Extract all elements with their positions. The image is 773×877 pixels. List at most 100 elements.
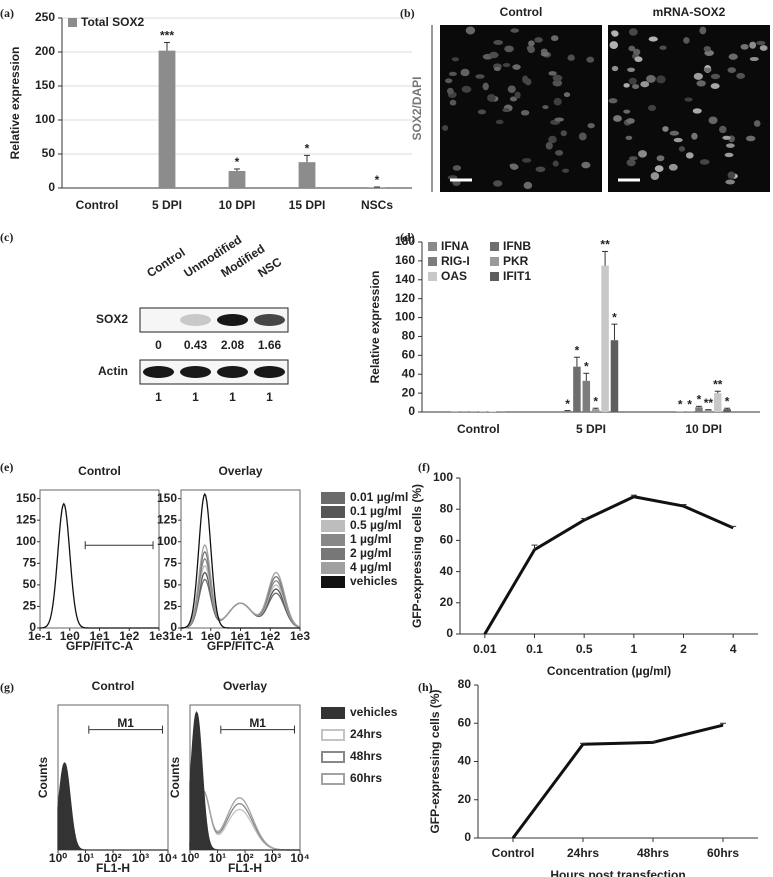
band — [179, 314, 212, 326]
nucleus — [444, 78, 453, 84]
nucleus — [753, 120, 761, 127]
nucleus — [586, 56, 595, 63]
gate-label: M1 — [117, 716, 134, 730]
nucleus — [633, 48, 641, 56]
nucleus — [626, 118, 635, 124]
nucleus — [493, 180, 503, 187]
x-tick-label: 10² — [104, 851, 121, 865]
x-tick-label: 2 — [680, 642, 687, 656]
nucleus — [634, 56, 643, 63]
y-tick-label: 80 — [458, 677, 472, 691]
legend-swatch — [321, 773, 345, 785]
bar — [158, 50, 176, 188]
gate-label: M1 — [249, 716, 266, 730]
nucleus — [507, 85, 516, 94]
significance-label: ** — [713, 377, 723, 391]
y-tick-label: 50 — [164, 577, 178, 591]
x-tick-label: 10⁰ — [181, 851, 199, 865]
x-tick-label: 5 DPI — [576, 422, 606, 436]
x-tick-label: 1e1 — [89, 629, 109, 643]
nucleus — [611, 30, 619, 37]
legend-label: 2 µg/ml — [350, 546, 392, 560]
y-tick-label: 100 — [35, 112, 55, 126]
y-tick-label: 25 — [164, 599, 178, 613]
y-axis-label: SOX2/DAPI — [410, 76, 424, 140]
legend-swatch — [321, 707, 345, 719]
data-line — [511, 723, 724, 839]
band — [143, 314, 174, 326]
nucleus — [725, 143, 735, 148]
x-tick-label: 10⁴ — [158, 851, 177, 865]
nucleus — [581, 161, 591, 169]
nucleus — [540, 51, 550, 57]
nucleus — [482, 82, 489, 91]
nucleus — [493, 40, 504, 45]
x-tick-label: 60hrs — [707, 846, 739, 860]
nucleus — [488, 51, 499, 59]
nucleus — [521, 158, 532, 163]
nucleus — [728, 53, 738, 60]
nucleus — [542, 105, 549, 110]
y-axis-label: Relative expression — [8, 47, 22, 160]
nucleus — [650, 172, 660, 180]
nucleus — [465, 26, 476, 35]
x-tick-label: 1e0 — [201, 629, 221, 643]
legend-swatch — [490, 257, 499, 266]
nucleus — [628, 28, 638, 36]
x-axis-label: Concentration (µg/ml) — [547, 664, 671, 678]
lane-label: Control — [144, 245, 187, 280]
nucleus — [552, 79, 563, 87]
nucleus — [749, 41, 757, 49]
y-tick-label: 100 — [16, 534, 36, 548]
plot-title: Control — [78, 464, 121, 478]
legend-label: 60hrs — [350, 771, 382, 785]
panel-label: (g) — [0, 680, 14, 694]
legend-label: OAS — [441, 269, 467, 283]
nucleus — [691, 132, 698, 140]
legend-swatch — [490, 272, 499, 281]
band-value: 0 — [155, 338, 162, 352]
nucleus — [528, 40, 535, 47]
y-tick-label: 125 — [157, 512, 177, 526]
nucleus — [562, 168, 570, 173]
significance-label: * — [725, 394, 730, 408]
x-axis-label: Hours post transfection — [550, 868, 685, 877]
nucleus — [495, 119, 504, 125]
legend-swatch — [321, 729, 345, 741]
band-value: 1.66 — [258, 338, 282, 352]
histogram-trace — [180, 543, 301, 629]
panel-label: (e) — [0, 460, 13, 474]
nucleus — [446, 87, 454, 95]
micrograph — [440, 25, 602, 192]
y-tick-label: 20 — [402, 385, 416, 399]
y-tick-label: 0 — [29, 620, 36, 634]
legend-swatch — [490, 242, 499, 251]
panel-label: (d) — [400, 230, 415, 244]
nucleus — [703, 67, 712, 73]
panel-label: (a) — [0, 6, 14, 20]
y-tick-label: 100 — [157, 534, 177, 548]
nucleus — [736, 72, 746, 79]
y-tick-label: 80 — [440, 501, 454, 515]
band-value: 1 — [155, 390, 162, 404]
x-tick-label: 1e2 — [260, 629, 280, 643]
y-tick-label: 20 — [458, 792, 472, 806]
y-tick-label: 40 — [458, 754, 472, 768]
legend-swatch — [321, 548, 345, 560]
bar — [695, 407, 703, 412]
nucleus — [710, 73, 721, 80]
y-tick-label: 100 — [433, 470, 453, 484]
nucleus — [725, 179, 735, 185]
x-tick-label: 10¹ — [209, 851, 226, 865]
bar — [563, 411, 572, 412]
nucleus — [552, 160, 559, 167]
nucleus — [719, 125, 727, 134]
nucleus — [703, 45, 711, 52]
band — [179, 366, 212, 378]
nucleus — [625, 135, 633, 141]
nucleus — [724, 152, 734, 158]
y-tick-label: 150 — [157, 491, 177, 505]
nucleus — [451, 57, 460, 62]
nucleus — [527, 45, 535, 54]
histogram-trace — [57, 762, 168, 851]
